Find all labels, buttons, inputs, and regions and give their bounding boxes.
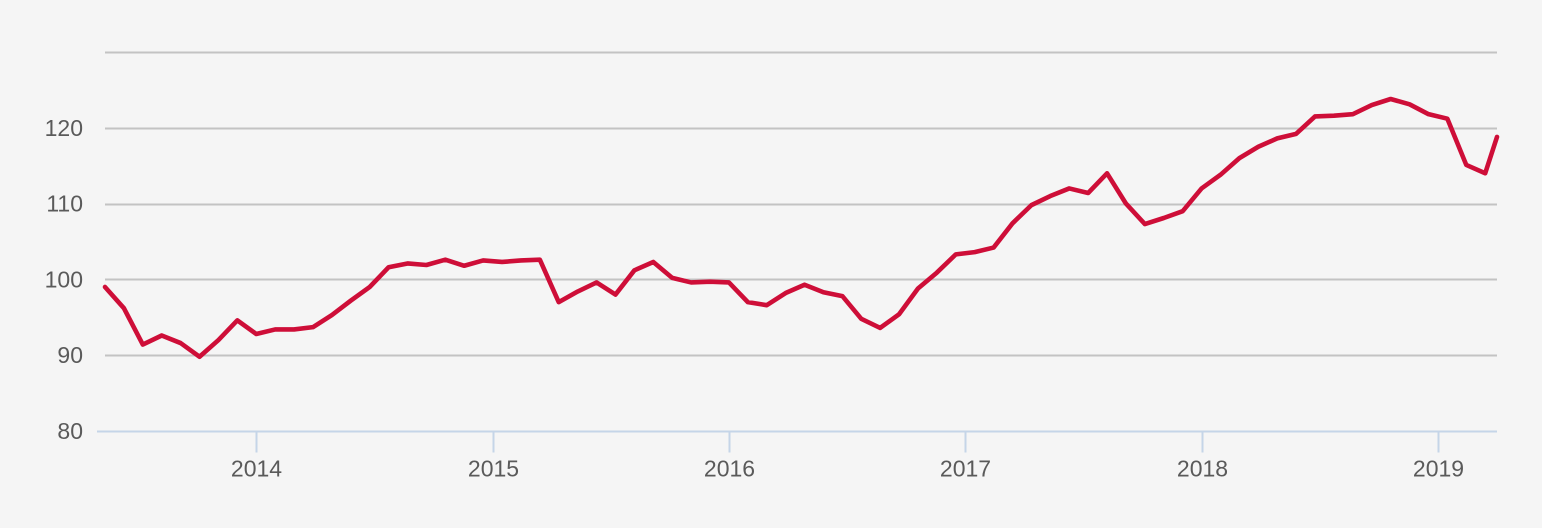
y-axis-labels-group: 80 90 100 110 120 (45, 115, 83, 444)
x-tick-label-2019: 2019 (1413, 456, 1464, 482)
x-tick-label-2014: 2014 (231, 456, 282, 482)
y-tick-label-120: 120 (45, 115, 83, 141)
series-group[interactable] (102, 96, 1500, 360)
x-axis-labels-group: 2014 2015 2016 2017 2018 2019 (231, 456, 1464, 482)
gridlines-group (97, 51, 1497, 433)
x-tick-label-2018: 2018 (1177, 456, 1228, 482)
x-tick-label-2016: 2016 (704, 456, 755, 482)
series-line-index[interactable] (102, 96, 1500, 360)
y-tick-label-100: 100 (45, 266, 83, 292)
y-tick-label-80: 80 (57, 418, 83, 444)
x-tick-label-2015: 2015 (468, 456, 519, 482)
x-axis-ticks-group (255, 431, 1440, 453)
y-tick-label-90: 90 (57, 342, 83, 368)
x-tick-label-2017: 2017 (940, 456, 991, 482)
y-tick-label-110: 110 (46, 191, 83, 217)
